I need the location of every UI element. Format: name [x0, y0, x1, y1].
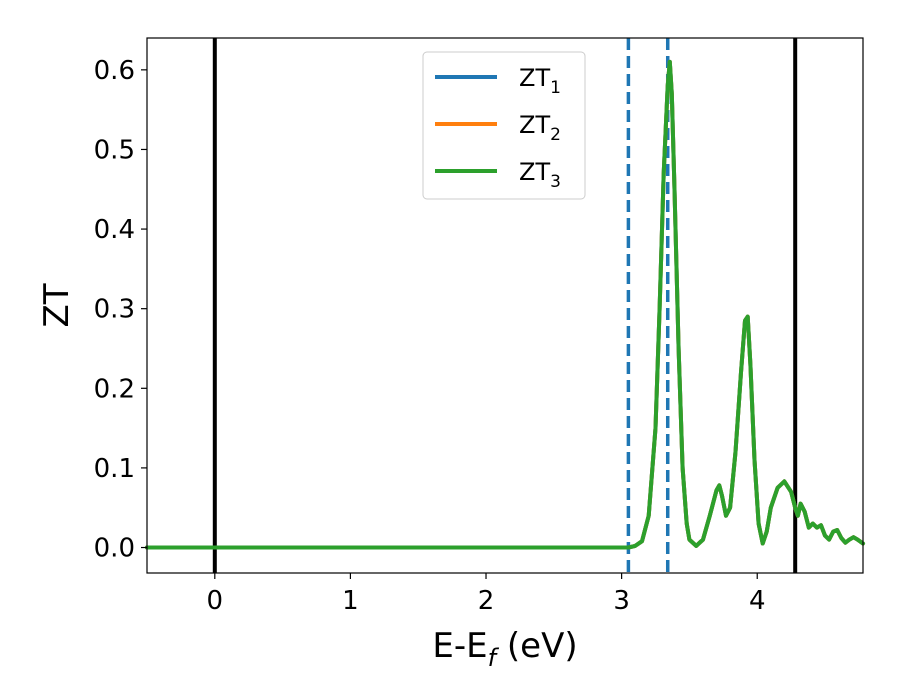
legend-label-3: ZT3 [519, 158, 561, 192]
plot-frame [146, 37, 864, 574]
x-tick-label: 2 [478, 586, 495, 616]
legend: ZT1 ZT2 ZT3 [422, 51, 586, 200]
y-axis-label: ZT [37, 283, 77, 327]
y-tick-label: 0.0 [94, 534, 135, 564]
x-tick-label: 4 [749, 586, 766, 616]
vertical-reference-lines [212, 38, 798, 573]
y-tick-label: 0.1 [94, 454, 135, 484]
x-tick-label: 3 [613, 586, 630, 616]
legend-label-2: ZT2 [519, 111, 561, 145]
legend-box [422, 51, 586, 200]
y-tick-label: 0.2 [94, 374, 135, 404]
y-tick-label: 0.5 [94, 135, 135, 165]
y-axis-ticks: 0.0 0.1 0.2 0.3 0.4 0.5 0.6 [94, 56, 147, 564]
data-series-group [145, 59, 865, 550]
y-tick-label: 0.4 [94, 215, 135, 245]
x-axis-ticks: 0 1 2 3 4 [207, 573, 766, 616]
x-tick-label: 0 [207, 586, 224, 616]
legend-label-1: ZT1 [519, 64, 561, 98]
x-axis-label: E-Ef (eV) [432, 626, 577, 672]
y-tick-label: 0.3 [94, 295, 135, 325]
x-tick-label: 1 [342, 586, 359, 616]
y-tick-label: 0.6 [94, 56, 135, 86]
series-line-3 [145, 59, 865, 550]
